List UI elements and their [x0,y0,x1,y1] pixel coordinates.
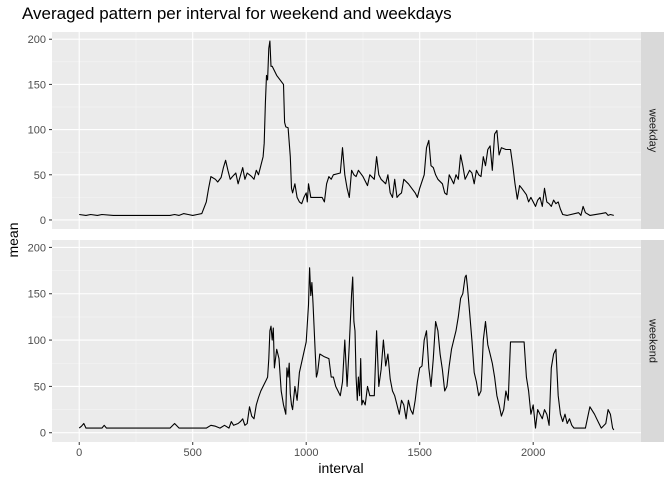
facet-strip-label: weekday [647,108,659,153]
facet-panel-weekday: 0 50 100 150 200 weekday [28,32,664,229]
facet-strip-label: weekend [647,318,659,363]
y-axis-title: mean [5,222,21,257]
y-tick-label: 100 [28,125,46,137]
y-tick-label: 200 [28,34,46,46]
panel-background [52,240,641,442]
x-tick-label: 500 [184,447,202,459]
panel-background [52,32,641,229]
y-tick-label: 150 [28,289,46,301]
y-tick-label: 200 [28,242,46,254]
series-line-weekend [78,267,615,431]
series-line-weekday [79,40,614,216]
x-tick-label: 1500 [407,447,431,459]
x-tick-label: 1000 [294,447,318,459]
y-tick-label: 100 [28,335,46,347]
facet-panel-weekend: 0 50 100 150 200 weekend [28,240,664,442]
y-tick-label: 50 [34,170,46,182]
y-tick-label: 150 [28,79,46,91]
y-tick-label: 0 [40,215,46,227]
facet-strip [641,32,664,229]
y-tick-label: 50 [34,381,46,393]
x-tick-label: 0 [76,447,82,459]
facet-strip [641,240,664,442]
x-tick-label: 2000 [521,447,545,459]
y-tick-label: 0 [40,428,46,440]
x-axis-title: interval [318,460,363,476]
chart-title: Averaged pattern per interval for weeken… [22,4,452,23]
